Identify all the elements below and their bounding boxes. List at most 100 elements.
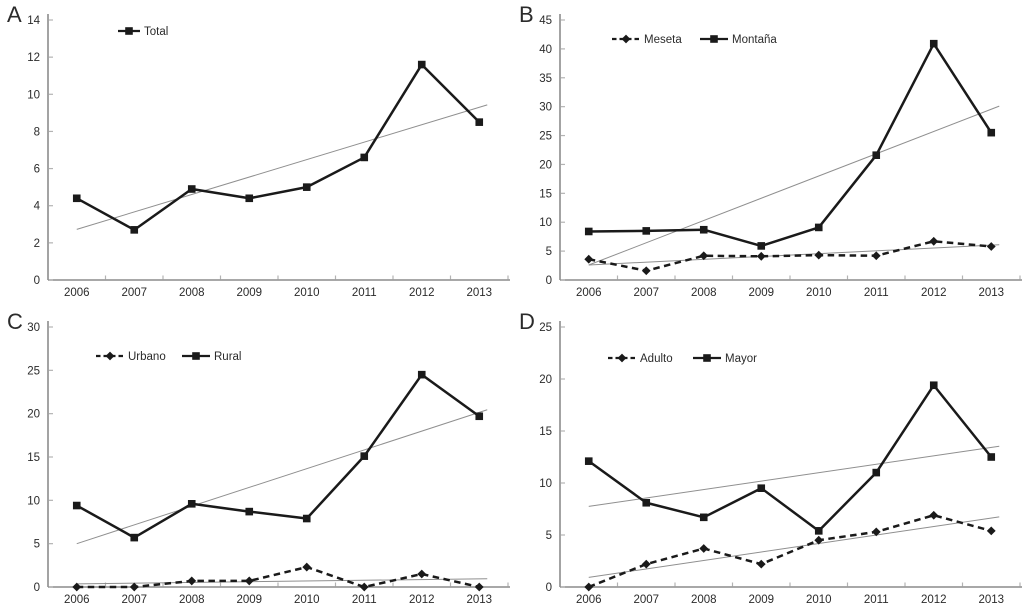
- y-tick-label: 15: [539, 426, 552, 438]
- y-tick-label: 0: [546, 275, 552, 287]
- legend-label: Total: [144, 26, 168, 38]
- legend-label: Urbano: [128, 351, 166, 363]
- series-line-urbano: [76, 565, 480, 589]
- data-point-rural: [302, 514, 311, 523]
- panel-c-letter: C: [7, 309, 23, 334]
- y-tick-label: 5: [34, 539, 40, 551]
- data-point-urbano: [417, 569, 427, 579]
- data-point-meseta: [986, 242, 996, 251]
- series-line-meseta: [588, 240, 992, 273]
- x-tick-label: 2008: [179, 287, 205, 299]
- data-point-adulto: [584, 582, 594, 592]
- y-tick-label: 25: [539, 131, 552, 143]
- data-point-meseta: [756, 251, 766, 261]
- x-tick-label: 2013: [978, 287, 1004, 299]
- x-tick-label: 2012: [409, 287, 435, 299]
- data-point-urbano: [187, 576, 197, 586]
- x-tick-label: 2007: [633, 594, 659, 606]
- x-tick-label: 2006: [64, 287, 90, 299]
- legend-item-meseta: Meseta: [612, 34, 682, 46]
- x-tick-label: 2007: [121, 594, 147, 606]
- data-point-meseta: [584, 254, 594, 264]
- data-point-rural: [72, 501, 81, 510]
- data-point-montaña: [872, 151, 881, 159]
- x-tick-label: 2007: [121, 287, 147, 299]
- x-tick-label: 2009: [236, 287, 262, 299]
- y-tick-label: 40: [539, 44, 552, 56]
- data-point-montaña: [757, 242, 766, 250]
- data-point-mayor: [699, 513, 708, 522]
- series-line-mayor: [588, 383, 993, 533]
- panel-d-chart: 0 5 10 15 20 25 2006 2007 2008 2009 2010 2011 2012 20…: [539, 321, 1022, 606]
- y-tick-label: 20: [27, 409, 40, 421]
- y-tick-label: 4: [34, 201, 41, 213]
- legend-label: Meseta: [644, 34, 682, 46]
- x-tick-label: 2008: [691, 594, 717, 606]
- trend-line-total: [76, 104, 488, 230]
- x-tick-label: 2007: [633, 287, 659, 299]
- legend-sample-marker: [621, 34, 631, 44]
- data-point-adulto: [641, 559, 651, 569]
- y-tick-label: 2: [34, 238, 40, 250]
- x-tick-label: 2011: [352, 287, 377, 299]
- data-point-adulto: [756, 559, 766, 569]
- data-point-meseta: [929, 236, 939, 246]
- data-point-adulto: [929, 510, 939, 520]
- data-point-total: [245, 194, 254, 203]
- y-tick-label: 20: [539, 159, 552, 171]
- data-point-mayor: [814, 527, 823, 535]
- data-point-urbano: [72, 582, 82, 592]
- data-point-montaña: [814, 223, 823, 232]
- x-tick-label: 2012: [409, 594, 435, 606]
- data-point-urbano: [302, 562, 312, 572]
- panel-a-letter: A: [7, 2, 22, 27]
- x-tick-label: 2010: [294, 287, 320, 299]
- x-tick-label: 2009: [236, 594, 262, 606]
- data-point-adulto: [699, 544, 709, 553]
- y-tick-label: 10: [27, 89, 40, 101]
- data-point-urbano: [244, 576, 254, 586]
- y-tick-label: 30: [27, 322, 40, 334]
- data-point-rural: [475, 412, 484, 421]
- y-tick-label: 5: [546, 530, 552, 542]
- x-tick-label: 2013: [466, 287, 492, 299]
- x-tick-label: 2013: [978, 594, 1004, 606]
- data-point-mayor: [987, 453, 996, 461]
- data-point-adulto: [871, 527, 881, 537]
- data-point-montaña: [929, 39, 938, 48]
- data-point-total: [360, 153, 369, 162]
- x-tick-label: 2009: [748, 287, 774, 299]
- y-tick-label: 10: [539, 217, 552, 229]
- data-point-meseta: [871, 251, 881, 261]
- x-tick-label: 2006: [576, 594, 602, 606]
- y-tick-label: 5: [546, 246, 552, 258]
- trend-line-meseta: [588, 244, 1000, 266]
- y-tick-label: 10: [539, 478, 552, 490]
- data-point-montaña: [699, 225, 708, 234]
- x-tick-label: 2008: [691, 287, 717, 299]
- y-tick-label: 35: [539, 73, 552, 85]
- data-point-total: [475, 118, 484, 126]
- legend-sample-marker: [125, 27, 133, 35]
- trend-line-montaña: [588, 105, 1000, 266]
- legend-label: Montaña: [732, 34, 777, 46]
- panel-c-chart: 0 5 10 15 20 25 30 2006 2007 2008 2009 2010 2011 2012…: [27, 321, 510, 606]
- data-point-meseta: [641, 266, 651, 276]
- x-tick-label: 2011: [352, 594, 377, 606]
- legend-item-mayor: Mayor: [693, 353, 757, 365]
- data-point-total: [302, 183, 311, 191]
- y-tick-label: 0: [34, 582, 40, 594]
- y-tick-label: 25: [27, 365, 40, 377]
- data-point-adulto: [814, 535, 824, 545]
- panel-d: D 0 5 10 15 20 25 2006 2007 2008 2009 2010 2011 2012…: [512, 307, 1024, 614]
- data-point-mayor: [929, 381, 938, 390]
- data-point-rural: [130, 533, 139, 542]
- legend-label: Rural: [214, 351, 241, 363]
- series-line-rural: [76, 373, 480, 539]
- legend-item-rural: Rural: [182, 351, 241, 363]
- y-tick-label: 25: [539, 322, 552, 334]
- legend-item-montaña: Montaña: [700, 34, 777, 46]
- panel-a: A 0 2 4 6 8 10 12 14 2006 2007 2008 2009 2010 2011 201…: [0, 0, 512, 307]
- x-tick-label: 2009: [748, 594, 774, 606]
- panel-b: B 0 5 10 15 20 25 30 35 40 45 2006 2007 2008 2009 2010…: [512, 0, 1024, 307]
